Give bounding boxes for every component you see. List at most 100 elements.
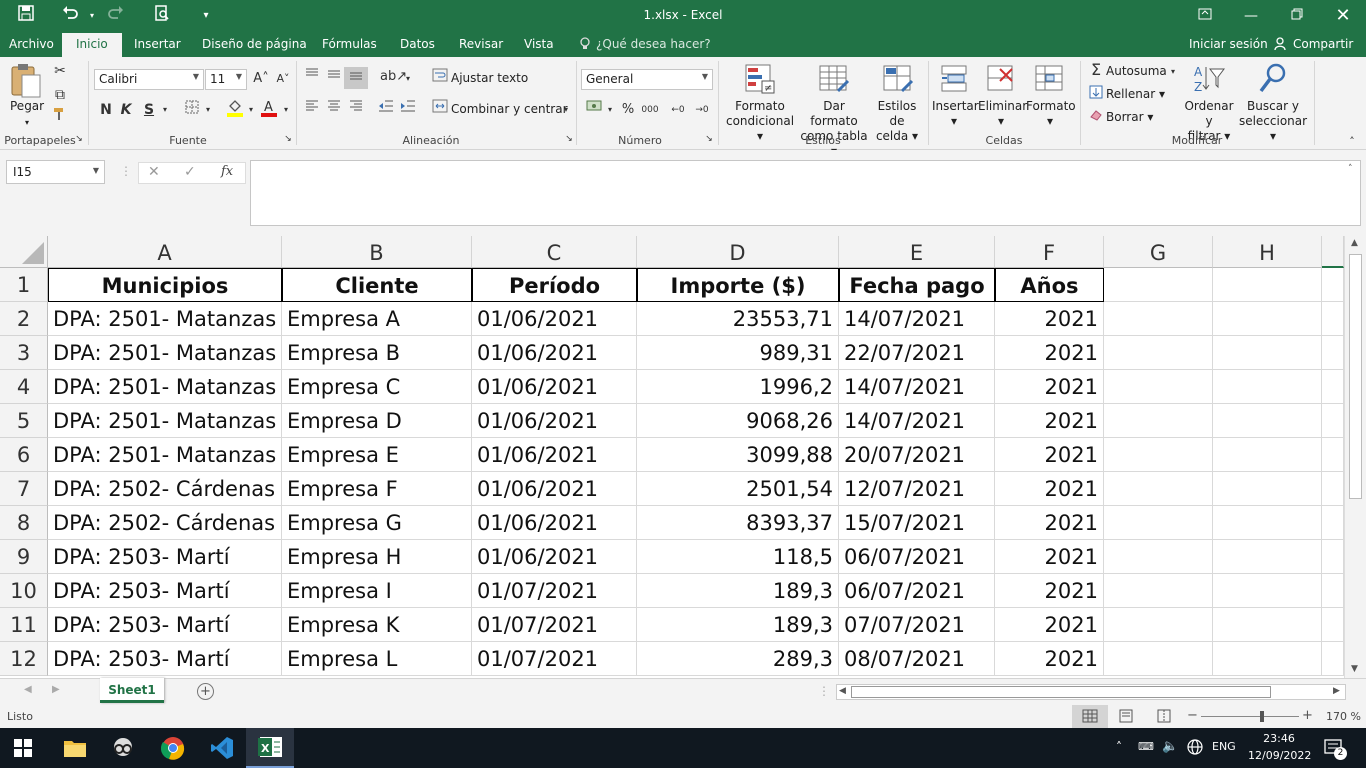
font-color-icon[interactable]: A bbox=[259, 98, 279, 118]
vertical-scroll-thumb[interactable] bbox=[1349, 254, 1362, 499]
empty-cell[interactable] bbox=[1322, 438, 1344, 472]
increase-decimal-icon[interactable]: ←0 bbox=[671, 105, 685, 115]
table-cell[interactable]: DPA: 2501- Matanzas bbox=[48, 302, 282, 336]
share-button[interactable]: Compartir bbox=[1293, 37, 1354, 51]
clock-date[interactable]: 12/09/2022 bbox=[1248, 749, 1312, 762]
copy-icon[interactable]: ⧉ bbox=[55, 87, 65, 103]
empty-cell[interactable] bbox=[1213, 608, 1322, 642]
empty-cell[interactable] bbox=[1322, 336, 1344, 370]
format-cells-button[interactable]: Formato ▾ bbox=[1026, 99, 1076, 128]
row-header-6[interactable]: 6 bbox=[0, 438, 48, 472]
empty-cell[interactable] bbox=[1322, 642, 1344, 676]
number-format-select[interactable]: General ▼ bbox=[581, 69, 713, 90]
decrease-decimal-icon[interactable]: →0 bbox=[695, 105, 709, 115]
empty-cell[interactable] bbox=[1104, 438, 1213, 472]
tray-chevron-icon[interactable]: ˄ bbox=[1116, 740, 1122, 754]
row-header-8[interactable]: 8 bbox=[0, 506, 48, 540]
clipboard-launcher-icon[interactable]: ↘ bbox=[75, 134, 83, 144]
table-cell[interactable]: Empresa K bbox=[282, 608, 472, 642]
empty-cell[interactable] bbox=[1104, 268, 1213, 302]
row-header-4[interactable]: 4 bbox=[0, 370, 48, 404]
windows-start-icon[interactable] bbox=[14, 739, 32, 760]
save-icon[interactable] bbox=[14, 5, 38, 27]
font-size-select[interactable]: 11 ▼ bbox=[205, 69, 247, 90]
table-cell[interactable]: Empresa A bbox=[282, 302, 472, 336]
row-header-11[interactable]: 11 bbox=[0, 608, 48, 642]
clear-button[interactable]: Borrar ▾ bbox=[1106, 110, 1154, 124]
align-left-icon[interactable] bbox=[302, 99, 322, 119]
sheet-tab-sheet1[interactable]: Sheet1 bbox=[100, 678, 164, 703]
column-header-a[interactable]: A bbox=[48, 236, 282, 268]
scroll-left-icon[interactable]: ◀ bbox=[839, 686, 846, 696]
thousands-button[interactable]: 000 bbox=[641, 105, 659, 115]
zoom-in-icon[interactable]: + bbox=[1302, 708, 1313, 723]
cell-styles-icon[interactable] bbox=[882, 63, 914, 98]
next-sheet-icon[interactable]: ▶ bbox=[52, 684, 60, 695]
underline-button[interactable]: S bbox=[143, 102, 155, 118]
input-method-icon[interactable]: ⌨ bbox=[1138, 740, 1154, 753]
table-cell[interactable]: 01/06/2021 bbox=[472, 302, 637, 336]
table-header-cell[interactable]: Fecha pago bbox=[839, 268, 995, 302]
table-cell[interactable]: DPA: 2502- Cárdenas bbox=[48, 506, 282, 540]
percent-button[interactable]: % bbox=[621, 102, 635, 117]
cut-icon[interactable]: ✂ bbox=[54, 63, 66, 79]
table-cell[interactable]: 01/06/2021 bbox=[472, 336, 637, 370]
table-cell[interactable]: 8393,37 bbox=[637, 506, 839, 540]
table-cell[interactable]: 989,31 bbox=[637, 336, 839, 370]
table-cell[interactable]: DPA: 2502- Cárdenas bbox=[48, 472, 282, 506]
borders-dropdown-icon[interactable]: ▾ bbox=[205, 105, 210, 114]
table-cell[interactable]: 01/06/2021 bbox=[472, 404, 637, 438]
empty-cell[interactable] bbox=[1322, 608, 1344, 642]
autosum-icon[interactable]: Σ bbox=[1090, 60, 1102, 79]
insert-cells-icon[interactable] bbox=[940, 63, 968, 98]
table-cell[interactable]: 189,3 bbox=[637, 574, 839, 608]
clock-time[interactable]: 23:46 bbox=[1263, 732, 1295, 745]
merge-center-icon[interactable] bbox=[430, 99, 450, 119]
fill-color-icon[interactable] bbox=[225, 98, 245, 118]
table-header-cell[interactable]: Municipios bbox=[48, 268, 282, 302]
vertical-scrollbar[interactable]: ▲ ▼ bbox=[1344, 236, 1366, 678]
column-header-g[interactable]: G bbox=[1104, 236, 1213, 268]
column-header-e[interactable]: E bbox=[839, 236, 995, 268]
prev-sheet-icon[interactable]: ◀ bbox=[24, 684, 32, 695]
table-cell[interactable]: Empresa G bbox=[282, 506, 472, 540]
table-cell[interactable]: 01/06/2021 bbox=[472, 370, 637, 404]
scroll-up-icon[interactable]: ▲ bbox=[1351, 238, 1358, 248]
table-cell[interactable]: Empresa C bbox=[282, 370, 472, 404]
sort-filter-button[interactable]: Ordenar y filtrar ▾ bbox=[1184, 99, 1234, 143]
add-sheet-icon[interactable]: + bbox=[197, 683, 214, 700]
delete-cells-button[interactable]: Eliminar ▾ bbox=[978, 99, 1028, 128]
bold-button[interactable]: N bbox=[100, 102, 112, 118]
close-icon[interactable]: ✕ bbox=[1335, 5, 1351, 26]
zoom-out-icon[interactable]: − bbox=[1187, 708, 1198, 723]
chrome-icon[interactable] bbox=[160, 736, 185, 763]
underline-dropdown-icon[interactable]: ▾ bbox=[162, 105, 167, 114]
row-header-7[interactable]: 7 bbox=[0, 472, 48, 506]
file-explorer-icon[interactable] bbox=[63, 737, 87, 762]
table-header-cell[interactable]: Período bbox=[472, 268, 637, 302]
empty-cell[interactable] bbox=[1104, 540, 1213, 574]
scroll-down-icon[interactable]: ▼ bbox=[1351, 664, 1358, 674]
empty-cell[interactable] bbox=[1104, 404, 1213, 438]
paste-label[interactable]: Pegar bbox=[10, 99, 45, 113]
customize-toolbar-icon[interactable]: ▾ bbox=[203, 10, 209, 21]
orientation-icon[interactable]: ab↗ bbox=[380, 69, 408, 84]
tab-formulas[interactable]: Fórmulas bbox=[322, 37, 377, 51]
row-header-12[interactable]: 12 bbox=[0, 642, 48, 676]
font-color-dropdown-icon[interactable]: ▾ bbox=[283, 105, 288, 114]
cancel-icon[interactable]: ✕ bbox=[148, 164, 160, 180]
empty-cell[interactable] bbox=[1322, 540, 1344, 574]
row-header-3[interactable]: 3 bbox=[0, 336, 48, 370]
empty-cell[interactable] bbox=[1104, 302, 1213, 336]
tab-archivo[interactable]: Archivo bbox=[9, 37, 54, 51]
enter-icon[interactable]: ✓ bbox=[184, 164, 196, 180]
ribbon-display-icon[interactable] bbox=[1182, 0, 1228, 33]
autosum-button[interactable]: Autosuma bbox=[1106, 64, 1167, 78]
table-cell[interactable]: 01/06/2021 bbox=[472, 472, 637, 506]
empty-cell[interactable] bbox=[1213, 404, 1322, 438]
empty-cell[interactable] bbox=[1213, 268, 1322, 302]
signin-link[interactable]: Iniciar sesión bbox=[1189, 37, 1268, 51]
find-select-button[interactable]: Buscar y seleccionar ▾ bbox=[1238, 99, 1308, 143]
table-cell[interactable]: 2021 bbox=[995, 506, 1104, 540]
align-right-icon[interactable] bbox=[346, 99, 366, 119]
